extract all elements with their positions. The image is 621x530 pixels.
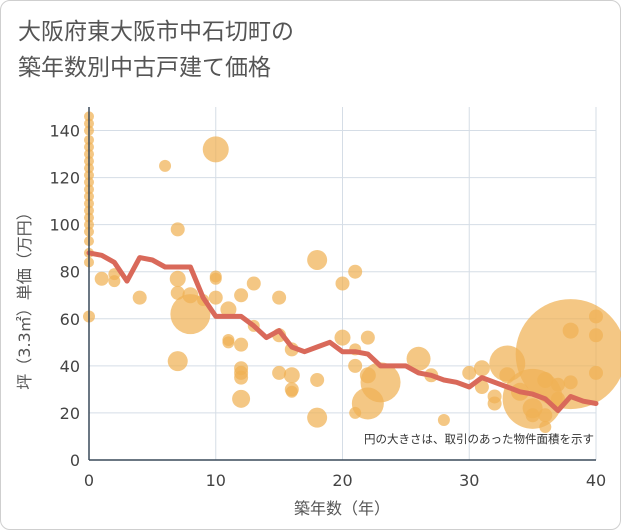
- bubble-point: [335, 276, 350, 291]
- bubble-point: [159, 159, 172, 172]
- bubble-point: [406, 346, 431, 371]
- bubble-point: [360, 330, 375, 345]
- bubble-point: [537, 371, 554, 388]
- bubble-point: [169, 270, 186, 287]
- x-tick-label: 40: [586, 471, 606, 490]
- bubble-point: [473, 360, 490, 377]
- x-tick-label: 0: [84, 471, 94, 490]
- y-tick-label: 60: [60, 310, 80, 329]
- trend-line-group: [86, 250, 599, 414]
- bubble-point: [167, 351, 188, 372]
- bubble-point: [132, 290, 147, 305]
- bubble-point: [246, 276, 261, 291]
- bubble-point: [285, 385, 298, 398]
- chart-title: 大阪府東大阪市中石切町の 築年数別中古戸建て価格: [18, 14, 294, 86]
- bubble-point: [550, 377, 565, 392]
- bubble-point: [589, 328, 603, 343]
- bubble-point: [474, 380, 489, 395]
- bubble-point: [489, 345, 526, 382]
- bubble-point: [234, 370, 249, 385]
- bubble-point: [499, 367, 516, 384]
- x-axis-label: 築年数（年）: [294, 499, 390, 518]
- bubble-point: [182, 287, 199, 304]
- bubble-size-note: 円の大きさは、取引のあった物件面積を示す: [364, 432, 594, 446]
- tick-labels: 0 20 40 60 80 100 120 140 0 10 20 30 40: [49, 122, 606, 490]
- bubble-point: [437, 413, 450, 426]
- bubble-point: [209, 272, 222, 285]
- bubble-point: [108, 275, 121, 288]
- bubble-point: [220, 301, 237, 318]
- bubble-point: [272, 290, 287, 305]
- bubble-point: [234, 288, 249, 303]
- bubble-point: [307, 249, 328, 270]
- y-tick-label: 120: [49, 169, 80, 188]
- bubble-point: [334, 329, 351, 346]
- y-tick-label: 40: [60, 357, 80, 376]
- bubble-point: [539, 421, 552, 434]
- bubble-point: [589, 309, 603, 324]
- bubble-point: [359, 367, 376, 384]
- y-tick-label: 20: [60, 404, 80, 423]
- bubble-point: [348, 358, 363, 373]
- bubble-point: [525, 408, 540, 423]
- bubble-point: [202, 136, 229, 163]
- bubble-point: [222, 336, 235, 349]
- bubble-point: [562, 322, 579, 339]
- bubble-point: [94, 271, 109, 286]
- bubble-point: [310, 372, 325, 387]
- y-axis-label: 坪（3.3㎡）単価（万円）: [15, 204, 34, 389]
- bubble-point: [462, 365, 477, 380]
- x-tick-label: 30: [459, 471, 479, 490]
- bubble-point: [170, 285, 185, 300]
- chart-title-line2: 築年数別中古戸建て価格: [18, 55, 271, 81]
- bubble-point: [232, 389, 251, 408]
- bubble-point: [538, 408, 553, 423]
- bubble-point: [349, 406, 362, 419]
- bubble-point: [487, 396, 502, 411]
- bubble-point: [307, 407, 328, 428]
- bubble-point: [283, 367, 300, 384]
- bubble-point: [272, 365, 287, 380]
- trend-line: [86, 250, 599, 414]
- y-tick-label: 140: [49, 122, 80, 141]
- bubble-point: [234, 337, 249, 352]
- y-tick-label: 100: [49, 216, 80, 235]
- bubble-point: [348, 264, 363, 279]
- y-tick-label: 80: [60, 263, 80, 282]
- bubble-point: [550, 391, 565, 406]
- x-tick-label: 10: [206, 471, 226, 490]
- y-tick-label: 0: [70, 451, 80, 470]
- bubble-point: [589, 365, 603, 380]
- bubble-point: [208, 290, 223, 305]
- axes: [88, 107, 596, 461]
- x-tick-label: 20: [332, 471, 352, 490]
- bubble-point: [563, 375, 578, 390]
- bubble-point: [170, 222, 185, 237]
- chart-title-line1: 大阪府東大阪市中石切町の: [18, 19, 294, 45]
